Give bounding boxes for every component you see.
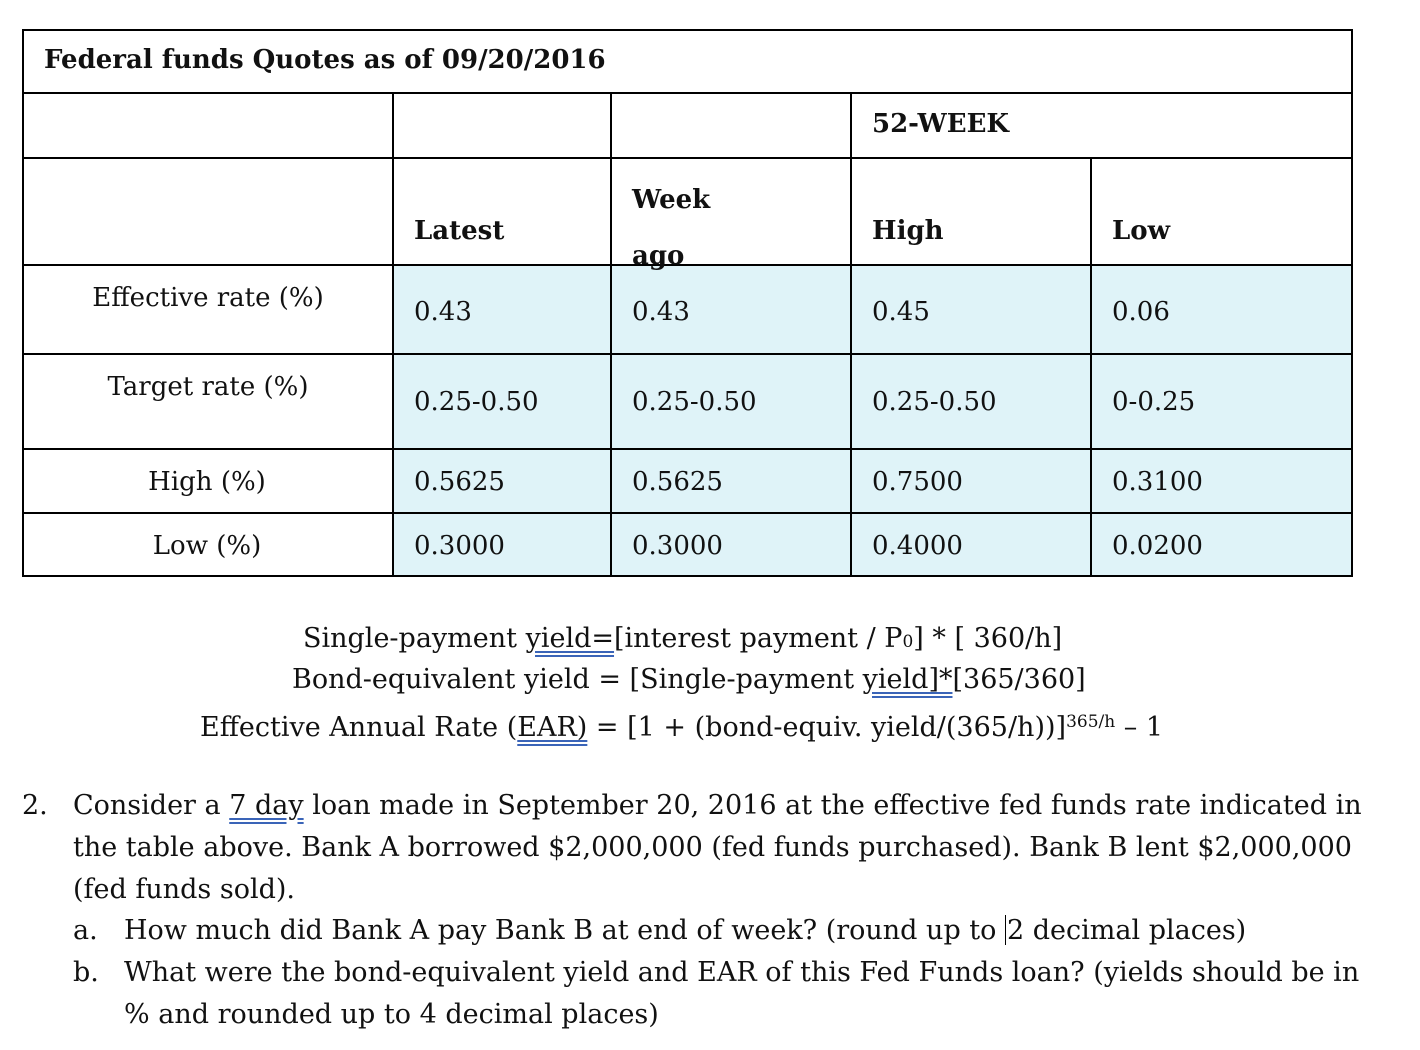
table-cell: 0.25-0.50	[872, 387, 997, 417]
table-rule	[610, 93, 612, 577]
sub-question-b: What were the bond-equivalent yield and …	[124, 957, 1360, 988]
table-cell: 0.45	[872, 297, 930, 327]
table-cell: 0.43	[414, 297, 472, 327]
sub-question-a: How much did Bank A pay Bank B at end of…	[124, 915, 1247, 946]
table-cell: 0.3000	[632, 531, 723, 561]
sub-question-label: b.	[73, 957, 99, 988]
text-cursor	[1005, 915, 1006, 945]
table-cell: 0.7500	[872, 467, 963, 497]
col-header-week-ago: Week ago	[632, 185, 711, 271]
formula-single-payment-yield: Single-payment yield=[interest payment /…	[303, 623, 1063, 654]
table-rule	[392, 93, 394, 577]
row-label: Target rate (%)	[107, 372, 309, 402]
table-rule	[22, 92, 1353, 94]
row-label: Effective rate (%)	[92, 283, 324, 313]
table-cell: 0.25-0.50	[414, 387, 539, 417]
col-header-high: High	[872, 216, 944, 246]
quotes-table	[22, 29, 1353, 577]
table-rule	[850, 93, 852, 577]
col-header-latest: Latest	[414, 216, 505, 246]
table-cell: 0-0.25	[1112, 387, 1196, 417]
table-cell: 0.3100	[1112, 467, 1203, 497]
table-cell: 0.4000	[872, 531, 963, 561]
table-rule	[22, 448, 1353, 450]
table-cell: 0.5625	[632, 467, 723, 497]
question-number: 2.	[22, 790, 48, 821]
sub-question-b-cont: % and rounded up to 4 decimal places)	[124, 999, 659, 1030]
table-rule	[22, 353, 1353, 355]
table-cell: 0.25-0.50	[632, 387, 757, 417]
group-header-52-week: 52-WEEK	[872, 109, 1009, 139]
table-title: Federal funds Quotes as of 09/20/2016	[44, 45, 606, 75]
table-cell: 0.43	[632, 297, 690, 327]
table-cell: 0.06	[1112, 297, 1170, 327]
sub-question-label: a.	[73, 915, 98, 946]
cell-shading	[393, 266, 1353, 577]
table-cell: 0.3000	[414, 531, 505, 561]
row-label: Low (%)	[152, 531, 262, 561]
table-rule	[1090, 158, 1092, 577]
col-header-low: Low	[1112, 216, 1171, 246]
question-line: (fed funds sold).	[73, 874, 296, 905]
table-rule	[22, 157, 1353, 159]
question-line: Consider a 7 day loan made in September …	[73, 790, 1362, 821]
table-cell: 0.5625	[414, 467, 505, 497]
table-cell: 0.0200	[1112, 531, 1203, 561]
table-rule	[22, 512, 1353, 514]
formula-bond-equivalent-yield: Bond-equivalent yield = [Single-payment …	[292, 664, 1086, 695]
row-label: High (%)	[148, 467, 266, 497]
formula-ear: Effective Annual Rate (EAR) = [1 + (bond…	[200, 712, 1164, 743]
question-line: the table above. Bank A borrowed $2,000,…	[73, 832, 1352, 863]
table-rule	[22, 264, 1353, 266]
